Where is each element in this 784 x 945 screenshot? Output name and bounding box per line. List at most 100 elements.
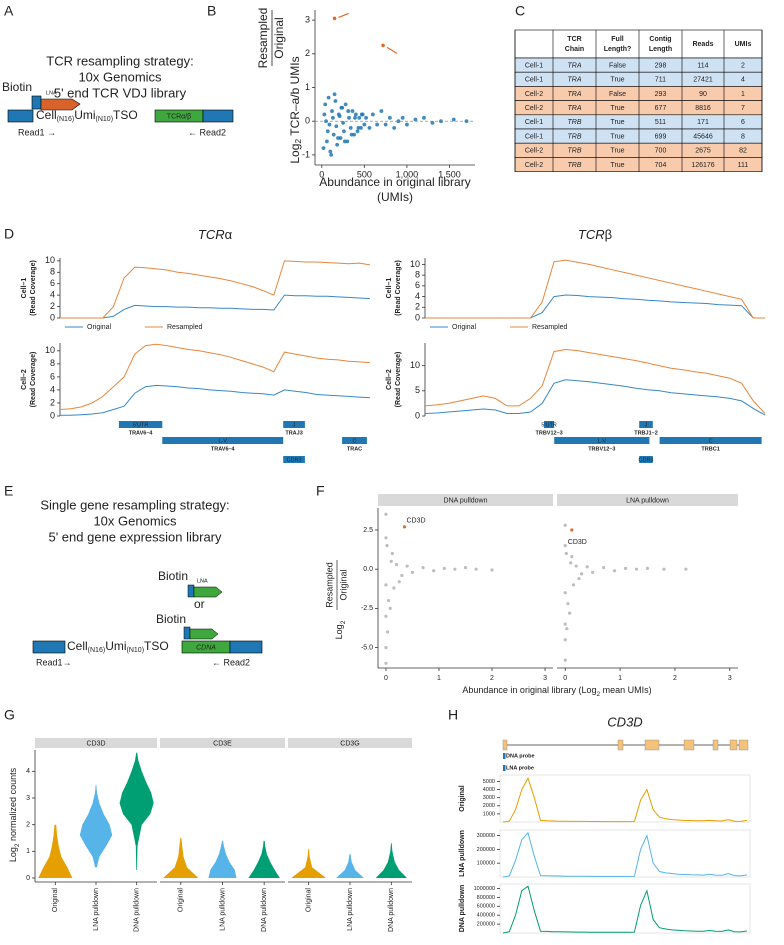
data-point bbox=[375, 122, 380, 127]
y-axis-label-part: Log bbox=[8, 847, 18, 862]
data-point bbox=[333, 99, 338, 103]
table-cell: True bbox=[610, 148, 624, 155]
or-label: or bbox=[194, 597, 205, 611]
region-name: TRAJ3 bbox=[285, 430, 302, 436]
coverage-line bbox=[424, 379, 766, 416]
y-axis-label: (Read Coverage) bbox=[30, 260, 37, 316]
panel-title: 10x Genomics bbox=[78, 69, 162, 84]
exon bbox=[712, 739, 719, 751]
track-label: LNA pulldown bbox=[459, 830, 466, 877]
y-tick-label: 5 bbox=[415, 385, 420, 395]
x-tick-label: DNA pulldown bbox=[388, 888, 395, 932]
data-point bbox=[325, 129, 330, 134]
highlight-point bbox=[381, 43, 385, 48]
legend-label: Resampled bbox=[532, 324, 568, 331]
y-axis-label: Cell–2 bbox=[386, 369, 393, 390]
coverage-line bbox=[502, 776, 748, 823]
data-point bbox=[591, 570, 595, 574]
table-cell: 90 bbox=[699, 91, 707, 98]
y-tick-label: -2.5 bbox=[361, 605, 373, 612]
table-row bbox=[514, 57, 763, 73]
y-axis-label: Resampled bbox=[256, 8, 270, 69]
data-point bbox=[563, 622, 567, 626]
table-cell: 293 bbox=[655, 91, 667, 98]
facet-header bbox=[378, 494, 553, 506]
table-header: Full bbox=[611, 36, 623, 43]
table-cell: 2675 bbox=[695, 148, 711, 155]
table-cell: Cell-1 bbox=[525, 119, 543, 126]
highlight-point bbox=[570, 528, 574, 532]
probe-label: LNA probe bbox=[506, 765, 534, 771]
coverage-line bbox=[424, 348, 766, 414]
coverage-line bbox=[502, 885, 748, 934]
y-tick-label: 200000 bbox=[477, 847, 495, 853]
highlight-point bbox=[402, 525, 407, 529]
gene-region bbox=[639, 456, 653, 463]
y-tick-label: 6 bbox=[50, 371, 55, 381]
y-tick-label: 2 bbox=[305, 48, 310, 58]
data-point bbox=[645, 566, 650, 570]
y-tick-label: 1000000 bbox=[474, 886, 495, 892]
data-point bbox=[385, 630, 390, 634]
y-tick-label: 4 bbox=[50, 290, 55, 300]
gene-region bbox=[639, 421, 653, 428]
column-title: TCRβ bbox=[578, 227, 612, 242]
data-point bbox=[342, 139, 347, 144]
x-axis-label: Abundance in original library (Log2 mean… bbox=[462, 685, 651, 697]
y-axis-label-part: 2 bbox=[293, 139, 303, 144]
table-cell: 704 bbox=[655, 162, 667, 169]
cell: Cell bbox=[67, 639, 88, 653]
data-point bbox=[413, 117, 418, 122]
coverage-line bbox=[59, 343, 371, 410]
gene-region bbox=[118, 421, 163, 428]
data-point bbox=[634, 567, 639, 571]
y-tick-label: 0.0 bbox=[363, 566, 373, 573]
biotin-block bbox=[187, 584, 195, 598]
table-cell: 171 bbox=[697, 119, 709, 126]
y-tick-label: 5000 bbox=[483, 779, 495, 785]
table-cell: 82 bbox=[739, 148, 747, 155]
violin bbox=[79, 784, 113, 868]
table-cell: TRA bbox=[568, 77, 582, 84]
cell: Cell bbox=[36, 108, 57, 122]
facet-label: CD3D bbox=[86, 740, 105, 747]
data-point bbox=[405, 564, 409, 568]
y-axis-label: Log2 TCR–a/b UMIs bbox=[288, 56, 303, 163]
gene-region bbox=[283, 456, 305, 463]
data-point bbox=[585, 565, 589, 569]
insert-label: CDNA bbox=[196, 644, 216, 651]
y-tick-label: 2000 bbox=[483, 803, 495, 809]
data-point bbox=[574, 564, 578, 568]
data-point bbox=[570, 555, 574, 559]
data-point bbox=[328, 149, 333, 154]
data-point bbox=[602, 566, 606, 570]
y-tick-label: 10 bbox=[410, 259, 420, 269]
panel-e-diagram: Single gene resampling strategy: 10x Gen… bbox=[32, 497, 263, 667]
y-tick-label: 2 bbox=[50, 301, 55, 311]
y-axis-label: Resampled bbox=[324, 562, 334, 608]
data-point bbox=[389, 559, 393, 563]
facet-header bbox=[288, 738, 412, 748]
umi: Umi bbox=[74, 108, 95, 122]
facet-header bbox=[160, 738, 285, 748]
region-label: CDR3 bbox=[287, 457, 302, 463]
exon bbox=[683, 739, 695, 751]
y-tick-label: 0 bbox=[305, 116, 310, 126]
cell-sub: (N16) bbox=[57, 116, 75, 123]
table-cell: Cell-2 bbox=[525, 105, 543, 112]
region-name: TRAC bbox=[347, 446, 362, 452]
region-name: TRBC1 bbox=[701, 446, 719, 452]
track-frame bbox=[499, 883, 751, 934]
violin bbox=[163, 838, 199, 878]
probe-arrow bbox=[193, 586, 223, 598]
y-tick-label: 10 bbox=[45, 255, 55, 265]
table-cell: 27421 bbox=[693, 77, 713, 84]
data-point bbox=[397, 580, 401, 584]
data-point bbox=[336, 136, 340, 140]
table-cell: 6 bbox=[741, 119, 745, 126]
data-point bbox=[388, 606, 392, 610]
pointer-arrow bbox=[386, 46, 398, 54]
data-point bbox=[384, 646, 388, 650]
table-cell: 4 bbox=[741, 77, 745, 84]
exon bbox=[617, 739, 624, 751]
